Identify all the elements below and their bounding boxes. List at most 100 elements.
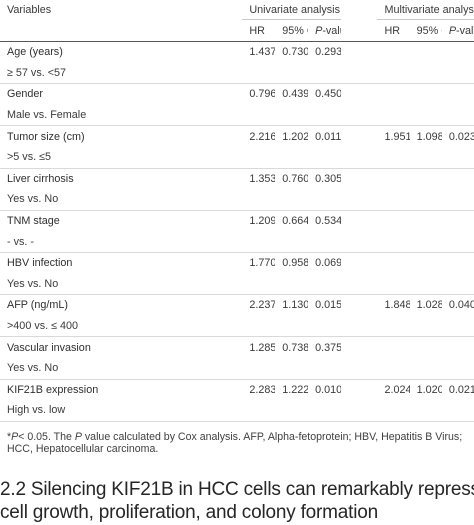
table-subrow: Yes vs. No — [0, 189, 474, 211]
empty-cell — [242, 189, 276, 211]
multivariate-hr — [377, 42, 409, 63]
empty-cell — [409, 189, 442, 211]
table-row: Vascular invasion 1.285 0.738–2.237 0.375 — [0, 337, 474, 358]
empty-cell — [242, 146, 276, 169]
multivariate-ci: 1.098–3.465 — [416, 130, 442, 143]
empty-cell — [409, 104, 442, 127]
table-subrow: High vs. low — [0, 400, 474, 422]
variable-label: HBV infection — [7, 257, 73, 270]
section-heading: 2.2 Silencing KIF21B in HCC cells can re… — [0, 479, 474, 524]
empty-cell — [377, 62, 410, 85]
table-subrow: >400 vs. ≤ 400 — [0, 315, 474, 338]
variable-comparison: Yes vs. No — [0, 357, 243, 380]
multivariate-hr — [377, 337, 409, 358]
variable-label: AFP (ng/mL) — [7, 299, 69, 312]
empty-cell — [308, 315, 342, 338]
empty-cell — [377, 189, 410, 211]
univariate-ci: 1.130–4.274 — [282, 299, 309, 312]
footnote-p-italic: P — [11, 431, 19, 443]
univariate-hr: 1.353 — [249, 172, 276, 185]
table-row: HBV infection 1.770 0.958–3.268 0.069 — [0, 252, 474, 273]
variable-label: KIF21B expression — [7, 383, 99, 396]
univariate-ci: 1.202–4.087 — [282, 130, 309, 143]
variable-label: Vascular invasion — [7, 341, 91, 354]
univariate-hr: 1.209 — [249, 215, 276, 228]
empty-cell — [409, 146, 442, 169]
multivariate-hr — [377, 252, 409, 273]
table-column-header-row: HR 95% CI P-value HR 95% CI P-value — [0, 19, 474, 42]
empty-cell — [377, 104, 410, 127]
column-gap — [341, 126, 377, 147]
univariate-ci: 0.760–2.408 — [282, 172, 309, 185]
empty-cell — [275, 62, 309, 85]
table-row: Tumor size (cm) 2.216 1.202–4.087 0.011* 1.9… — [0, 126, 474, 147]
univariate-header: Univariate analysis — [242, 0, 342, 20]
univariate-hr: 2.216 — [249, 130, 276, 143]
variable-comparison: >5 vs. ≤5 — [0, 146, 243, 169]
empty-cell — [242, 231, 276, 253]
multivariate-ci-header: 95% CI — [409, 19, 442, 42]
variable-label: Liver cirrhosis — [7, 172, 74, 185]
empty-cell — [275, 357, 309, 380]
empty-cell — [341, 231, 378, 253]
univariate-p: 0.450 — [315, 88, 342, 101]
univariate-ci: 0.439–1.441 — [282, 88, 309, 101]
variables-header: Variables — [7, 3, 52, 16]
multivariate-hr-header: HR — [377, 19, 410, 42]
multivariate-p — [442, 168, 474, 189]
empty-cell — [308, 273, 342, 296]
table-row: AFP (ng/mL) 2.237 1.130–4.274 0.015* 1.848 1.… — [0, 295, 474, 316]
multivariate-p — [442, 210, 474, 231]
empty-cell — [308, 357, 342, 380]
variable-label: Tumor size (cm) — [7, 130, 85, 143]
empty-cell — [441, 315, 474, 338]
univariate-ci: 0.958–3.268 — [282, 257, 309, 270]
multivariate-hr — [377, 84, 409, 105]
cox-regression-table: Variables Univariate analysis Multivaria… — [0, 0, 474, 422]
univariate-hr: 1.437 — [249, 46, 276, 59]
variable-comparison: - vs. - — [0, 231, 243, 253]
univariate-p: 0.375 — [315, 341, 342, 354]
multivariate-ci — [410, 210, 442, 231]
empty-cell — [341, 357, 378, 380]
empty-cell — [308, 400, 342, 422]
table-subrow: Yes vs. No — [0, 357, 474, 380]
empty-cell — [242, 104, 276, 127]
univariate-p: 0.069 — [315, 257, 342, 270]
empty-cell — [409, 62, 442, 85]
variable-comparison: Male vs. Female — [0, 104, 243, 127]
empty-cell — [308, 104, 342, 127]
univariate-ci-header: 95% CI — [275, 19, 309, 42]
table-subrow: ≥ 57 vs. <57 — [0, 62, 474, 85]
univariate-p: 0.534 — [315, 215, 342, 228]
univariate-hr: 2.237 — [249, 299, 276, 312]
empty-cell — [441, 273, 474, 296]
empty-cell — [441, 62, 474, 85]
univariate-ci: 0.738–2.237 — [282, 341, 309, 354]
table-row: KIF21B expression 2.283 1.222–4.255 0.010* 2… — [0, 379, 474, 400]
empty-cell — [242, 357, 276, 380]
multivariate-hr: 1.848 — [384, 299, 410, 312]
empty-cell — [275, 104, 309, 127]
empty-cell — [275, 273, 309, 296]
empty-cell — [409, 315, 442, 338]
multivariate-header: Multivariate analysis — [377, 0, 474, 20]
univariate-hr-header: HR — [242, 19, 276, 42]
p-suffix: -value — [322, 24, 341, 37]
empty-cell — [341, 189, 378, 211]
multivariate-ci — [410, 42, 442, 63]
empty-cell — [409, 400, 442, 422]
univariate-ci: 1.222–4.255 — [282, 383, 309, 396]
footnote-text: value calculated by Cox analysis. AFP, A… — [7, 431, 463, 456]
univariate-p: 0.305 — [315, 172, 342, 185]
empty-cell — [409, 231, 442, 253]
univariate-p: 0.011* — [315, 130, 342, 143]
column-gap — [341, 42, 377, 63]
multivariate-ci — [410, 84, 442, 105]
p-suffix: -value — [456, 24, 474, 37]
footnote-mid: < 0.05. The — [18, 431, 75, 443]
empty-cell — [275, 315, 309, 338]
variable-label: Age (years) — [7, 46, 63, 59]
variable-comparison: ≥ 57 vs. <57 — [0, 62, 243, 85]
empty-cell — [441, 146, 474, 169]
